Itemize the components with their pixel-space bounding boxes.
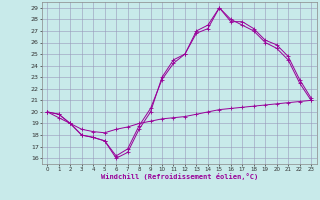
X-axis label: Windchill (Refroidissement éolien,°C): Windchill (Refroidissement éolien,°C) bbox=[100, 173, 258, 180]
